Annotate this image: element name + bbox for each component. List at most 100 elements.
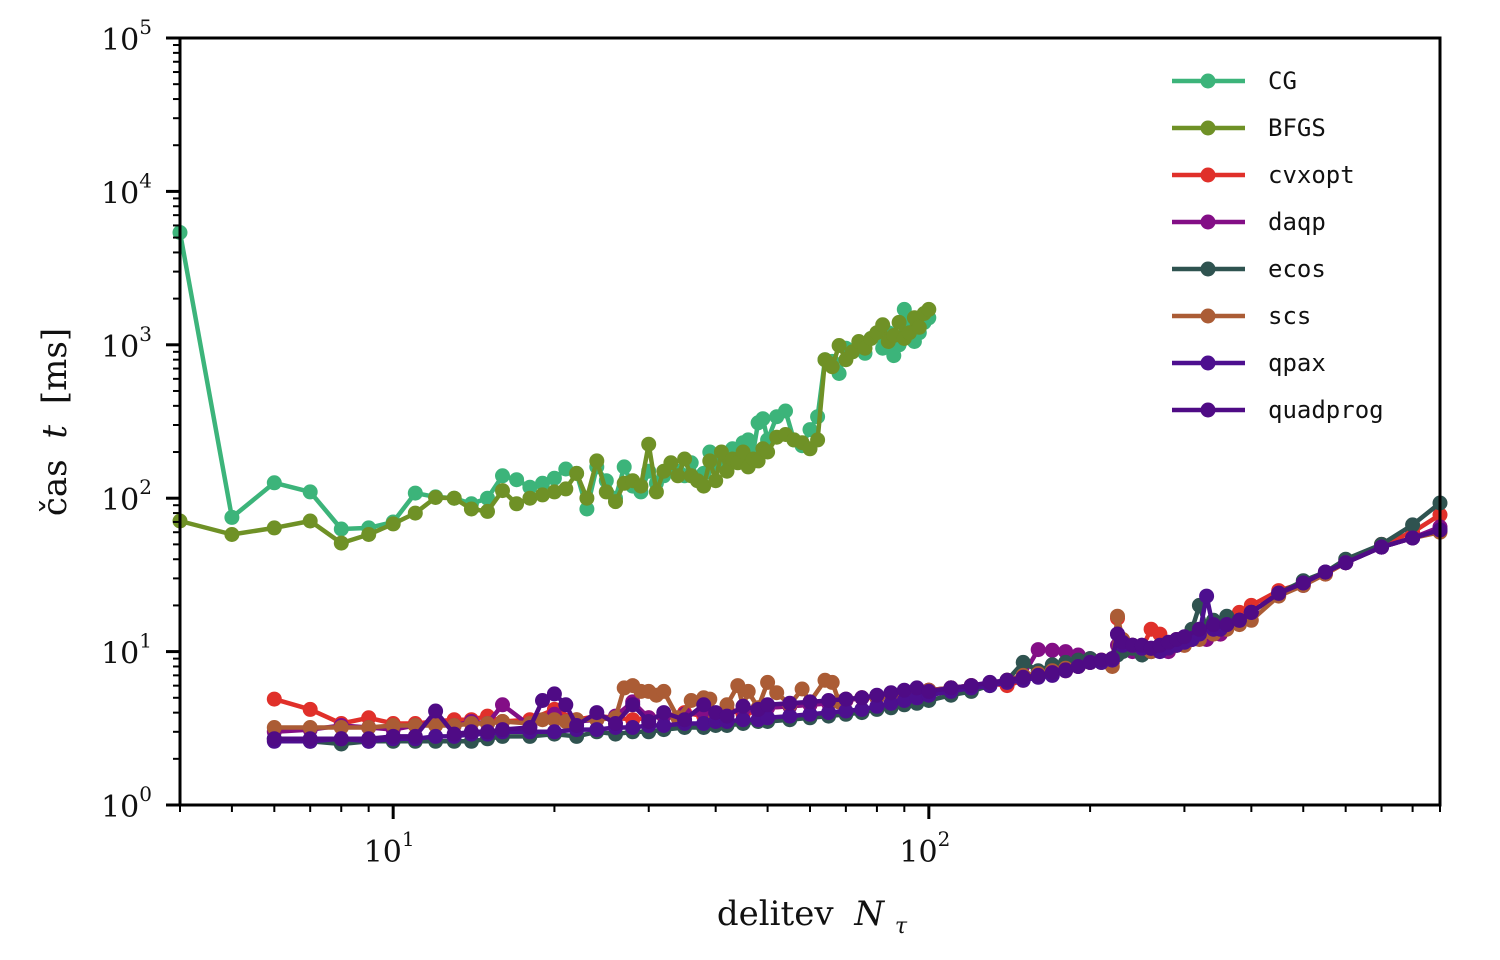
legend-marker [1200,214,1216,230]
data-point-quadprog [608,716,623,731]
data-point-BFGS [598,484,614,500]
data-point-quadprog [735,698,751,714]
data-point-CG [616,459,632,475]
legend-marker [1200,308,1216,324]
y-tick-label: 102 [101,475,152,518]
data-point-scs [361,720,377,735]
legend-label: quadprog [1268,396,1384,424]
y-tick-label: 100 [101,782,152,825]
x-tick-exponent: 1 [402,827,415,851]
data-point-qpax [546,724,562,740]
data-point-BFGS [696,478,712,494]
data-point-ecos [1015,654,1031,670]
x-tick-base: 10 [899,835,937,870]
data-point-BFGS [385,516,401,532]
data-point-qpax [735,712,751,728]
data-point-scs [769,685,785,701]
x-tick-label: 102 [899,827,950,870]
data-point-scs [428,718,444,733]
data-point-scs [824,674,840,690]
data-point-BFGS [509,496,525,512]
x-axis-title-symbol: N [853,894,885,934]
legend-marker [1200,167,1216,183]
data-point-CG [740,432,756,448]
legend-item-qpax: qpax [1172,349,1326,377]
data-point-BFGS [361,527,377,542]
data-point-BFGS [463,501,479,517]
data-point-quadprog [428,703,444,719]
data-point-qpax [883,695,899,711]
x-axis-title: delitev N τ [717,894,908,939]
legend-item-CG: CG [1172,67,1297,95]
data-point-BFGS [708,473,724,489]
y-tick-exponent: 1 [139,629,152,653]
data-point-quadprog [1206,617,1221,633]
y-axis-title-unit: [ms] [35,328,75,404]
data-point-BFGS [569,465,585,481]
data-point-quadprog [266,731,282,747]
series-quadprog [266,522,1448,747]
data-point-quadprog [982,674,998,690]
legend-item-ecos: ecos [1172,255,1326,283]
data-point-quadprog [546,686,562,702]
data-point-qpax [869,698,885,714]
data-point-quadprog [656,705,672,721]
data-point-BFGS [911,319,927,335]
data-point-scs [385,718,401,733]
data-point-BFGS [589,453,605,469]
legend-label: BFGS [1268,114,1326,142]
plot-frame [178,36,1442,807]
y-tick-base: 10 [101,23,139,58]
data-point-CG [266,475,282,491]
data-point-quadprog [696,697,712,713]
data-point-quadprog [719,708,735,724]
data-point-scs [719,697,735,713]
data-point-quadprog [333,731,349,747]
data-point-CG [333,521,349,537]
y-tick-base: 10 [101,176,139,211]
data-point-quadprog [480,724,495,740]
data-point-BFGS [480,503,495,519]
data-point-ecos [1405,517,1421,533]
data-point-quadprog [1271,585,1287,601]
x-axis-title-subscript: τ [895,914,908,939]
y-tick-label: 105 [101,15,152,58]
legend-item-cvxopt: cvxopt [1172,161,1355,189]
data-point-CG [535,475,550,491]
legend-item-daqp: daqp [1172,208,1326,236]
data-point-BFGS [428,490,444,505]
data-point-BFGS [633,478,649,494]
data-point-scs [683,693,699,708]
legend-marker [1200,402,1216,418]
y-tick-exponent: 5 [139,15,152,39]
x-tick-base: 10 [364,835,402,870]
data-point-BFGS [608,494,623,510]
data-point-BFGS [750,453,766,469]
data-point-quadprog [569,718,585,733]
y-axis-title-symbol: t [35,425,75,439]
data-point-qpax [625,720,641,735]
data-point-BFGS [891,314,907,330]
data-point-BFGS [266,520,282,536]
data-point-quadprog [1243,604,1259,620]
data-point-CG [778,403,793,419]
data-point-scs [535,712,550,728]
data-point-BFGS [648,484,664,500]
data-point-quadprog [495,722,510,738]
data-point-scs [656,683,672,699]
y-tick-exponent: 3 [139,322,152,346]
data-point-BFGS [495,483,510,499]
legend-item-scs: scs [1172,302,1311,330]
data-point-quadprog [782,695,798,711]
legend-marker [1200,73,1216,89]
svg-text:čas t [ms]: čas t [ms] [35,328,75,516]
legend-label: cvxopt [1268,161,1355,189]
data-point-qpax [821,705,837,721]
data-point-quadprog [558,697,574,713]
data-point-quadprog [1015,669,1031,685]
y-tick-base: 10 [101,483,139,518]
legend-label: CG [1268,67,1297,95]
data-point-quadprog [463,724,479,740]
data-point-quadprog [821,693,837,708]
data-point-qpax [782,708,798,724]
